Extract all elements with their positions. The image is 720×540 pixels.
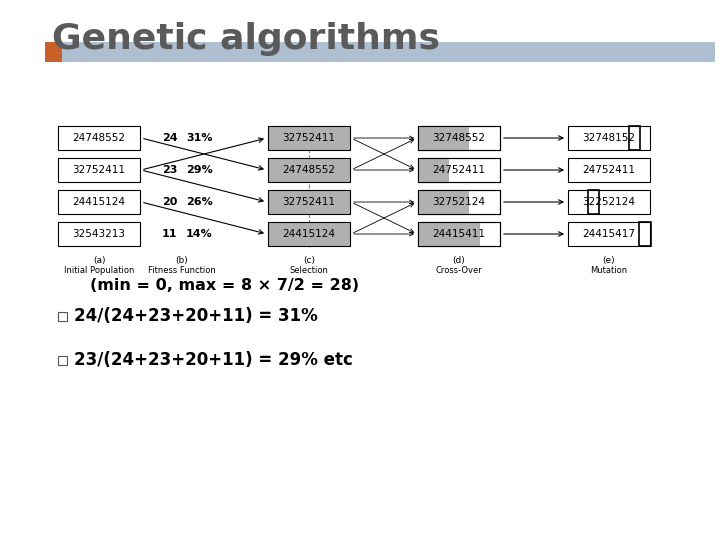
Bar [268, 222, 350, 246]
Text: (d): (d) [453, 256, 465, 265]
Text: 24415417: 24415417 [582, 229, 636, 239]
Text: (e): (e) [603, 256, 616, 265]
Text: Mutation: Mutation [590, 266, 628, 275]
Text: 24415124: 24415124 [282, 229, 336, 239]
Text: 24752411: 24752411 [582, 165, 636, 175]
Bar [568, 190, 650, 214]
Bar [418, 126, 500, 150]
Text: 24/(24+23+20+11) = 31%: 24/(24+23+20+11) = 31% [74, 307, 318, 325]
Text: 24415411: 24415411 [433, 229, 485, 239]
Bar [268, 158, 350, 182]
Text: (min = 0, max = 8 × 7/2 = 28): (min = 0, max = 8 × 7/2 = 28) [90, 278, 359, 293]
Text: 32752124: 32752124 [433, 197, 485, 207]
Text: 32748152: 32748152 [582, 133, 636, 143]
Text: 24415124: 24415124 [73, 197, 125, 207]
Bar [568, 222, 650, 246]
Bar [58, 355, 67, 364]
Text: 11: 11 [162, 229, 178, 239]
Bar [58, 222, 140, 246]
Bar [268, 190, 350, 214]
Text: 24748552: 24748552 [73, 133, 125, 143]
Bar [58, 190, 140, 214]
Text: 23: 23 [162, 165, 177, 175]
Bar [58, 126, 140, 150]
Text: 29%: 29% [186, 165, 212, 175]
Bar [45, 42, 715, 62]
Text: 14%: 14% [186, 229, 212, 239]
Text: 24748552: 24748552 [282, 165, 336, 175]
Bar [588, 191, 599, 213]
Bar [639, 222, 650, 246]
Text: 32748552: 32748552 [433, 133, 485, 143]
Text: 24752411: 24752411 [433, 165, 485, 175]
Bar [568, 126, 650, 150]
Bar [418, 158, 500, 182]
Text: 31%: 31% [186, 133, 212, 143]
Text: (c): (c) [303, 256, 315, 265]
Bar [45, 42, 62, 62]
Text: Selection: Selection [289, 266, 328, 275]
Text: 32752411: 32752411 [282, 197, 336, 207]
Text: 32752411: 32752411 [73, 165, 125, 175]
Bar [58, 312, 67, 321]
Text: 32752411: 32752411 [282, 133, 336, 143]
Text: Cross-Over: Cross-Over [436, 266, 482, 275]
Bar [268, 126, 350, 150]
Bar [418, 126, 500, 150]
Bar [418, 222, 500, 246]
Bar [418, 222, 500, 246]
Bar [418, 190, 469, 214]
Bar [418, 158, 500, 182]
Text: 23/(24+23+20+11) = 29% etc: 23/(24+23+20+11) = 29% etc [74, 351, 353, 369]
Text: (a): (a) [93, 256, 105, 265]
Text: 32252124: 32252124 [582, 197, 636, 207]
Text: (b): (b) [176, 256, 189, 265]
Text: 20: 20 [162, 197, 177, 207]
Bar [418, 126, 469, 150]
Text: 26%: 26% [186, 197, 212, 207]
Text: Genetic algorithms: Genetic algorithms [52, 22, 440, 56]
Bar [58, 158, 140, 182]
Bar [418, 190, 500, 214]
Bar [568, 158, 650, 182]
Bar [418, 190, 500, 214]
Text: Fitness Function: Fitness Function [148, 266, 216, 275]
Text: 24: 24 [162, 133, 178, 143]
Bar [418, 222, 480, 246]
Bar [418, 158, 449, 182]
Text: Initial Population: Initial Population [64, 266, 134, 275]
Text: 32543213: 32543213 [73, 229, 125, 239]
Bar [629, 126, 640, 150]
